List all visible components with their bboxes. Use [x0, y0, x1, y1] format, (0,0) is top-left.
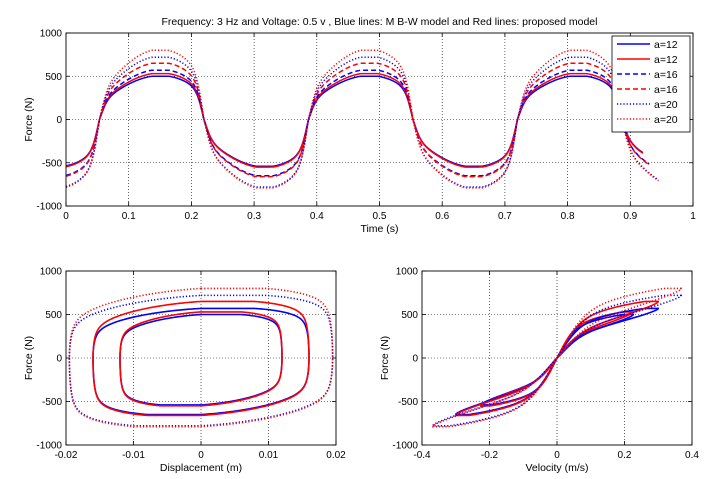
hysteresis-loop [479, 311, 635, 407]
y-tick-label: -1000 [392, 441, 418, 452]
grid [66, 33, 693, 206]
y-tick-label: 1000 [40, 267, 63, 278]
legend-label: a=20 [654, 99, 678, 111]
y-axis-label: Force (N) [23, 97, 35, 141]
x-tick-label: 0.9 [623, 211, 637, 222]
x-tick-label: 0.2 [184, 211, 198, 222]
y-tick-label: 500 [45, 72, 62, 83]
legend-label: a=16 [654, 69, 678, 81]
y-axis-label: Force (N) [23, 336, 35, 380]
time-force-chart: 0 0.1 0.2 0.3 0.4 0.5 0.6 0.7 0.8 0.9 1 -1000 -500 0 5… [23, 29, 696, 236]
legend-label: a=20 [654, 114, 678, 126]
y-tick-label: 500 [45, 310, 62, 321]
y-tick-label: -1000 [36, 202, 62, 213]
x-tick-label: -0.01 [122, 450, 145, 461]
y-tick-label: -500 [42, 397, 62, 408]
y-axis-label: Force (N) [379, 336, 391, 380]
x-axis-label: Time (s) [360, 223, 398, 235]
hysteresis-loop [92, 300, 310, 417]
x-tick-label: 0 [554, 450, 560, 461]
hysteresis-loop [119, 313, 283, 406]
y-tick-label: 0 [56, 115, 62, 126]
series-line [66, 62, 650, 178]
legend-label: a=16 [654, 84, 678, 96]
x-tick-label: 0 [63, 211, 69, 222]
x-tick-label: 0 [198, 450, 204, 461]
x-tick-label: 0.6 [435, 211, 449, 222]
y-tick-label: 1000 [396, 267, 419, 278]
legend: a=12 a=12 a=16 a=16 a=20 a=20 [611, 35, 691, 133]
legend-label: a=12 [654, 54, 678, 66]
x-tick-label: 0.7 [498, 211, 512, 222]
x-tick-label: -0.2 [481, 450, 499, 461]
axes-frame [65, 32, 694, 207]
series-line [66, 72, 644, 168]
hysteresis-loop [119, 311, 283, 407]
axes-frame [65, 270, 337, 446]
x-tick-label: 0.02 [326, 450, 346, 461]
top-chart-title: Frequency: 3 Hz and Voltage: 0.5 v , Blu… [162, 16, 598, 28]
series-line [66, 56, 659, 188]
velocity-force-chart: -0.4 -0.2 0 0.2 0.4 -1000 -500 0 500 1000 Velocity… [379, 267, 699, 475]
grid [66, 271, 336, 445]
x-axis-label: Velocity (m/s) [525, 462, 588, 474]
x-tick-label: 0.4 [685, 450, 699, 461]
x-tick-label: 0.8 [561, 211, 575, 222]
legend-box [611, 35, 691, 133]
y-tick-label: -500 [398, 397, 418, 408]
hysteresis-loop [68, 287, 334, 428]
y-tick-label: 0 [412, 354, 418, 365]
axes-frame [421, 270, 693, 446]
series-line [66, 49, 659, 189]
x-tick-label: 0.3 [247, 211, 261, 222]
series-line [66, 75, 644, 167]
y-tick-label: -500 [42, 158, 62, 169]
x-tick-label: 0.2 [618, 450, 632, 461]
hysteresis-loop [92, 307, 310, 416]
y-tick-label: 0 [56, 354, 62, 365]
x-tick-label: 0.4 [310, 211, 324, 222]
x-axis-label: Displacement (m) [160, 462, 242, 474]
hysteresis-loop [431, 287, 683, 428]
hysteresis-loop [454, 300, 660, 417]
y-tick-label: -1000 [36, 441, 62, 452]
x-tick-label: 0.01 [259, 450, 279, 461]
x-tick-label: -0.4 [413, 450, 431, 461]
hysteresis-loop [68, 294, 334, 427]
x-tick-label: 1 [690, 211, 696, 222]
x-tick-label: 0.1 [122, 211, 136, 222]
y-tick-label: 1000 [40, 29, 63, 40]
x-tick-label: 0.5 [373, 211, 387, 222]
series-line [66, 69, 650, 177]
displacement-force-chart: -0.02 -0.01 0 0.01 0.02 -1000 -500 0 500 1000 Disp… [23, 267, 346, 475]
legend-label: a=12 [654, 39, 678, 51]
y-tick-label: 500 [401, 310, 418, 321]
x-tick-label: -0.02 [55, 450, 78, 461]
